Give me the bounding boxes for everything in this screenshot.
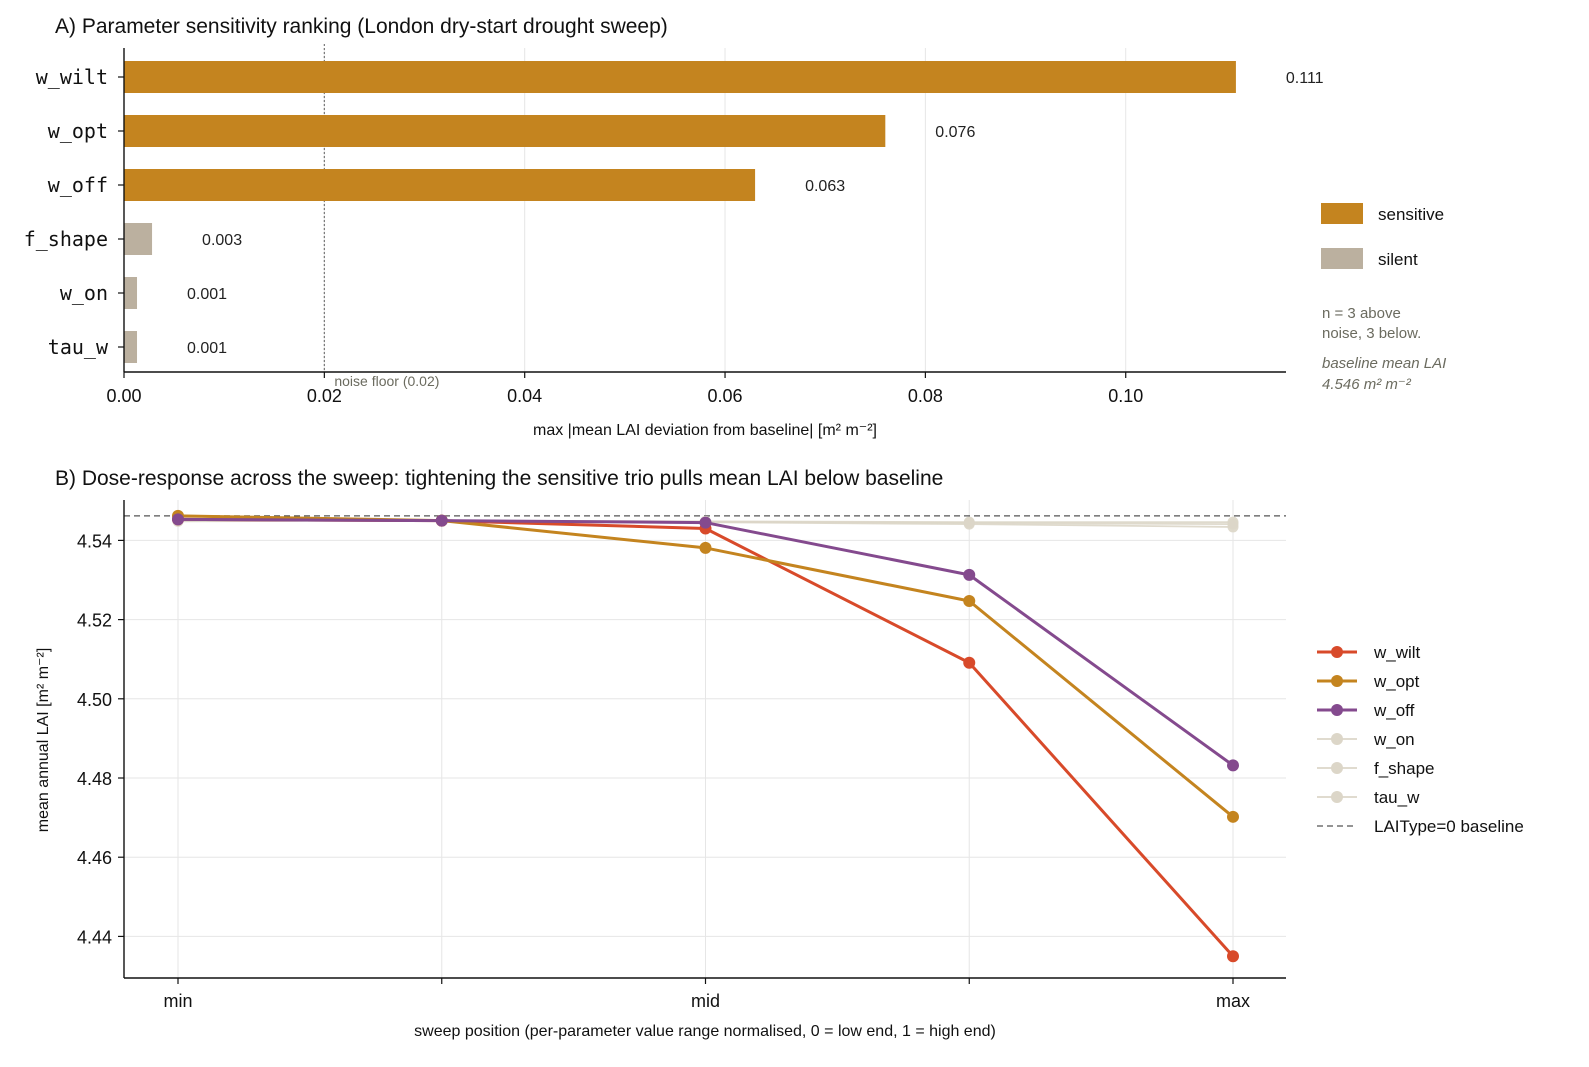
panel-a-title: A) Parameter sensitivity ranking (London… [55,15,668,38]
legend-label-w_wilt: w_wilt [1373,643,1421,662]
panel-a-x-tick-label: 0.00 [106,386,141,406]
panel-b-y-tick-label: 4.46 [77,848,112,868]
value-label-f_shape: 0.003 [202,232,242,249]
legend-label-w_opt: w_opt [1373,672,1420,691]
panel-a-bars [124,61,1236,363]
data-point-w_wilt [1227,950,1239,963]
data-point-w_off [699,516,712,529]
legend-marker-f_shape [1331,762,1343,774]
noise-floor-label: noise floor (0.02) [334,373,439,389]
value-label-w_opt: 0.076 [935,124,975,141]
data-point-w_off [963,568,976,581]
legend-label-w_on: w_on [1373,730,1415,749]
panel-b-title: B) Dose-response across the sweep: tight… [55,467,943,490]
value-label-tau_w: 0.001 [187,340,227,357]
data-point-w_off [1227,759,1239,772]
panel-a-x-ticks: 0.00 0.02 0.04 0.06 0.08 0.10 [106,372,1143,406]
data-point-w_off [435,514,448,527]
panel-b-x-tick-label: min [163,991,192,1011]
panel-b-x-ticks: min mid max [163,978,1250,1011]
panel-b-x-tick-label: mid [691,991,720,1011]
legend-label-sensitive: sensitive [1378,205,1444,224]
panel-b-gridlines [124,500,1286,978]
baseline-note-line-1: baseline mean LAI [1322,355,1446,372]
data-point-w_opt [963,594,976,607]
value-label-w_on: 0.001 [187,286,227,303]
legend-marker-w_wilt [1331,646,1343,658]
legend-marker-w_opt [1331,675,1343,687]
panel-b-x-axis-label: sweep position (per-parameter value rang… [414,1023,996,1040]
data-point-w_opt [699,541,712,554]
category-label-w_off: w_off [48,173,108,197]
panel-a-value-labels: 0.111 0.076 0.063 0.003 0.001 0.001 [187,70,1324,357]
bar-w_wilt [124,61,1236,93]
count-note-line-1: n = 3 above [1322,305,1401,322]
bar-tau_w [124,331,138,363]
value-label-w_wilt: 0.111 [1286,70,1324,87]
legend-label-w_off: w_off [1373,701,1415,720]
panel-a-x-tick-label: 0.10 [1108,386,1143,406]
panel-b-y-tick-label: 4.48 [77,769,112,789]
panel-a-x-tick-label: 0.02 [307,386,342,406]
category-label-tau_w: tau_w [48,335,109,359]
legend-label-baseline: LAIType=0 baseline [1374,817,1524,836]
legend-swatch-silent [1321,248,1363,269]
panel-b-x-tick-label: max [1216,991,1250,1011]
panel-a-x-tick-label: 0.04 [507,386,542,406]
panel-a-gridlines [323,48,1127,372]
legend-label-tau_w: tau_w [1374,788,1420,807]
data-point-w_opt [1227,810,1239,823]
panel-a-x-tick-label: 0.06 [708,386,743,406]
category-label-f_shape: f_shape [24,227,108,251]
category-label-w_on: w_on [60,281,108,305]
data-point-tau_w [963,517,975,529]
panel-a-x-tick-label: 0.08 [908,386,943,406]
panel-a-x-axis-label: max |mean LAI deviation from baseline| [… [533,422,877,439]
legend-label-silent: silent [1378,250,1418,269]
panel-b-y-axis-label: mean annual LAI [m² m⁻²] [35,648,52,833]
panel-a-legend: sensitive silent n = 3 above noise, 3 be… [1321,203,1446,393]
bar-f_shape [124,223,153,255]
legend-marker-w_on [1331,733,1343,745]
legend-marker-w_off [1331,704,1343,716]
panel-b-y-ticks: 4.44 4.46 4.48 4.50 4.52 4.54 [77,531,124,947]
series-w_off [172,513,1239,772]
bar-w_opt [124,115,886,147]
panel-b-legend: w_wilt w_opt w_off w_on f_shape tau_w LAIType=… [1317,643,1524,836]
panel-b-y-tick-label: 4.50 [77,690,112,710]
data-point-w_off [172,513,184,526]
legend-swatch-sensitive [1321,203,1363,224]
baseline-note-line-2: 4.546 m² m⁻² [1322,376,1412,393]
value-label-w_off: 0.063 [805,178,845,195]
panel-b-series [172,509,1239,963]
category-label-w_wilt: w_wilt [36,65,108,89]
panel-a-category-labels: w_wilt w_opt w_off f_shape w_on tau_w [24,65,124,359]
count-note-line-2: noise, 3 below. [1322,325,1421,342]
data-point-tau_w [1227,518,1239,530]
bar-w_on [124,277,138,309]
panel-b: B) Dose-response across the sweep: tight… [35,467,1524,1040]
panel-a: A) Parameter sensitivity ranking (London… [24,15,1447,439]
category-label-w_opt: w_opt [48,119,108,143]
bar-w_off [124,169,756,201]
panel-b-y-tick-label: 4.52 [77,611,112,631]
data-point-w_wilt [963,656,976,669]
panel-b-y-tick-label: 4.44 [77,927,112,947]
panel-b-y-tick-label: 4.54 [77,531,112,551]
legend-label-f_shape: f_shape [1374,759,1435,778]
legend-marker-tau_w [1331,791,1343,803]
